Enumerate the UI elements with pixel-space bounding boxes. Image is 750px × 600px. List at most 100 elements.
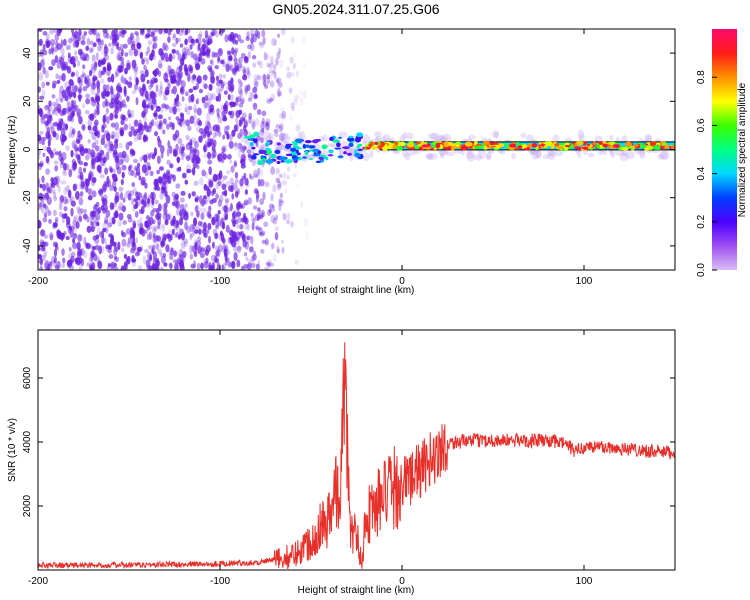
spectrogram-cell [226, 153, 232, 160]
spectrogram-cell [214, 131, 219, 137]
spectrogram-cell [206, 92, 212, 101]
spectrogram-cell [72, 219, 77, 226]
spectrogram-cell [175, 143, 179, 152]
spectrogram-cell [220, 217, 225, 225]
spectrogram-cell [151, 245, 156, 254]
spectrogram-cell [203, 183, 208, 191]
spectrogram-cell [193, 121, 198, 127]
spectrogram-cell [174, 193, 180, 200]
spectrogram-cell [171, 201, 176, 206]
spectrogram-cell [44, 259, 50, 269]
spectrogram-cell [286, 66, 290, 72]
spectrogram-cell [229, 110, 235, 119]
spectrogram-cell [151, 98, 157, 105]
spectrogram-cell [109, 185, 114, 192]
spectrogram-cell [181, 208, 187, 214]
spectrogram-cell [252, 33, 257, 43]
spectrogram-cell [189, 232, 194, 238]
spectrogram-cell [226, 85, 231, 91]
spectrogram-cell [292, 53, 296, 59]
spectrogram-cell [269, 71, 273, 80]
spectrogram-cell [144, 191, 148, 200]
spectrogram-cell [200, 58, 206, 65]
spectrogram-cell [46, 133, 50, 139]
spectrogram-cell [233, 160, 237, 167]
spectrogram-cell [243, 199, 249, 206]
spectrogram-cell [280, 199, 286, 205]
spectrogram-cell [89, 152, 94, 160]
spectrogram-cell [257, 160, 264, 165]
spectrogram-cell [237, 81, 244, 88]
spectrogram-cell [171, 35, 177, 41]
spectrogram-cell [291, 155, 297, 158]
spectrogram-cell [202, 38, 206, 43]
spectrogram-cell [142, 255, 146, 265]
spectrogram-cell [309, 157, 313, 161]
spectrogram-cell [149, 170, 154, 177]
spectrogram-cell [141, 228, 146, 237]
spectrogram-cell [198, 135, 203, 143]
spectrogram-cell [670, 145, 675, 150]
spectrogram-cell [276, 142, 281, 146]
spectrogram-cell [278, 59, 284, 68]
spectrogram-cell [157, 248, 162, 255]
spectrogram-cell [96, 221, 100, 227]
spectrogram-cell [251, 120, 256, 130]
spectrogram-cell [48, 231, 54, 240]
spectrogram-cell [135, 32, 140, 38]
spectrogram-cell [171, 48, 177, 54]
spectrogram-cell [71, 91, 76, 98]
spectrogram-cell [98, 69, 103, 79]
spectrogram-cell [207, 222, 212, 231]
spectrogram-cell [93, 119, 99, 127]
spectrogram-cell [253, 187, 259, 195]
spectrogram-cell [204, 29, 209, 39]
spectrogram-cell [61, 216, 65, 224]
spectrogram-cell [211, 178, 215, 183]
spectrogram-cell [247, 197, 253, 205]
spectrogram-cell [193, 108, 198, 115]
spectrogram-cell [168, 106, 174, 114]
spectrogram-cell [128, 130, 133, 138]
spectrogram-cell [425, 154, 434, 159]
spectrogram-cell [155, 243, 160, 250]
spectrogram-cell [120, 265, 125, 270]
spectrogram-cell [170, 68, 175, 74]
spectrogram-cell [54, 264, 60, 270]
spectrogram-cell [214, 258, 220, 264]
spectrogram-cell [127, 193, 132, 201]
spectrogram-cell [118, 65, 124, 73]
spectrogram-cell [105, 32, 110, 39]
spectrogram-cell [105, 116, 110, 125]
spectrogram-cell [119, 86, 123, 93]
spectrogram-cell [137, 48, 142, 57]
spectrogram-cell [196, 75, 202, 84]
spectrogram-cell [233, 246, 238, 252]
spectrogram-cell [146, 264, 151, 270]
spectrogram-cell [184, 29, 189, 36]
spectrogram-cell [53, 103, 58, 110]
spectrogram-cell [113, 255, 118, 260]
spectrogram-cell [131, 181, 136, 188]
spectrogram-cell [598, 141, 603, 146]
spectrogram-cell [172, 195, 177, 202]
spectrogram-cell [51, 259, 57, 265]
spectrogram-cell [63, 38, 67, 46]
spectrogram-cell [243, 68, 247, 78]
spectrogram-cell [202, 48, 206, 57]
spectrogram-cell [206, 151, 212, 159]
spectrogram-cell [169, 212, 172, 221]
spectrogram-cell [170, 174, 175, 179]
spectrogram-cell [253, 205, 258, 210]
spectrogram-cell [141, 164, 147, 174]
spectrogram-cell [239, 80, 243, 88]
spectrogram-cell [354, 149, 358, 155]
spectrogram-cell [192, 244, 198, 254]
spectrogram-cell [168, 234, 172, 243]
spectrogram-cell [619, 153, 629, 161]
spectrogram-cell [114, 113, 118, 119]
spectrogram-cell [208, 83, 213, 91]
spectrogram-cell [63, 206, 68, 212]
spectrogram-cell [133, 135, 139, 142]
